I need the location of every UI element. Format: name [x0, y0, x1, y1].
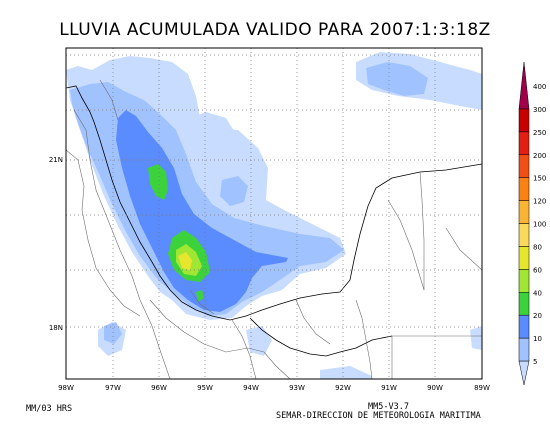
colorbar-swatch — [518, 314, 530, 339]
lon-label: 96W — [151, 384, 167, 392]
footer-left: MM/03 HRS — [26, 404, 73, 414]
colorbar-label: 300 — [533, 106, 546, 114]
lon-label: 91W — [381, 384, 397, 392]
footer-model: MM5-V3.7 — [368, 402, 409, 412]
colorbar-swatch — [518, 108, 530, 133]
colorbar-swatch — [518, 200, 530, 224]
colorbar-label: 10 — [533, 335, 542, 343]
colorbar-swatch — [518, 131, 530, 155]
colorbar-label: 400 — [533, 83, 546, 91]
colorbar-label: 150 — [533, 175, 546, 183]
colorbar-label: 60 — [533, 266, 542, 274]
colorbar-label: 80 — [533, 243, 542, 251]
colorbar-label: 5 — [533, 358, 537, 366]
lon-label: 97W — [105, 384, 121, 392]
lon-label: 93W — [289, 384, 305, 392]
colorbar-swatch — [518, 154, 530, 178]
colorbar-swatch — [518, 61, 530, 110]
lat-lon-grid — [66, 48, 482, 379]
colorbar-label: 40 — [533, 289, 542, 297]
lat-label: 21N — [49, 156, 63, 164]
rain-contour-80 — [178, 252, 192, 270]
lat-label: 18N — [49, 324, 63, 332]
map-title: LLUVIA ACUMULADA VALIDO PARA 2007:1:3:18… — [59, 20, 491, 40]
state-borders — [66, 79, 482, 379]
longitude-labels: 98W 97W 96W 95W 94W 93W 92W 91W 90W 89W — [58, 384, 490, 392]
colorbar-label: 20 — [533, 312, 542, 320]
colorbar-label: 250 — [533, 129, 546, 137]
colorbar: 5 10 20 40 60 80 100 120 150 200 250 300 400 — [518, 61, 546, 386]
colorbar-label: 200 — [533, 152, 546, 160]
colorbar-swatch — [518, 246, 530, 270]
colorbar-swatch — [518, 269, 530, 293]
coastline — [66, 85, 482, 357]
colorbar-swatch — [518, 177, 530, 201]
latitude-labels: 21N 18N — [49, 156, 63, 332]
colorbar-label: 100 — [533, 221, 546, 229]
colorbar-swatch — [518, 292, 530, 316]
lon-label: 94W — [243, 384, 259, 392]
lon-label: 92W — [335, 384, 351, 392]
lon-label: 95W — [197, 384, 213, 392]
colorbar-label: 120 — [533, 198, 546, 206]
map-frame — [65, 47, 483, 380]
colorbar-swatch — [518, 337, 530, 362]
lon-label: 98W — [58, 384, 74, 392]
lon-label: 89W — [474, 384, 490, 392]
colorbar-swatch — [518, 360, 530, 386]
lon-label: 90W — [427, 384, 443, 392]
footer-agency: SEMAR-DIRECCION DE METEOROLOGIA MARITIMA — [276, 411, 481, 421]
colorbar-swatch — [518, 223, 530, 247]
